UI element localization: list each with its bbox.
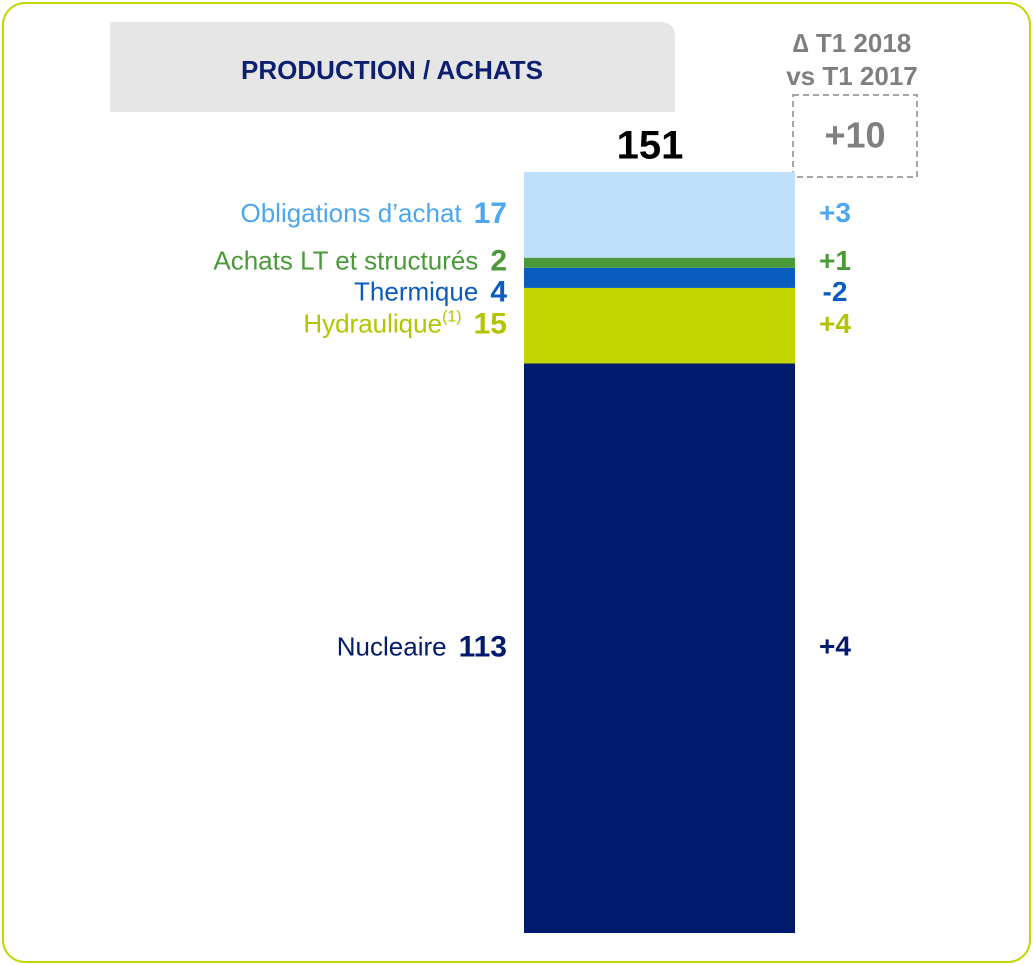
segment-label: Achats LT et structurés 2 [213,245,507,278]
segment-name: Nucleaire [337,631,447,661]
delta-title: vs T1 2017 [786,61,918,91]
segment-delta: +4 [819,631,851,662]
segment-value: 113 [459,630,507,663]
segment-name: Thermique [354,277,478,307]
bar-segment [524,287,795,364]
segment-delta: +1 [819,245,851,276]
segment-delta: +4 [819,308,851,339]
segment-name: Obligations d’achat [240,198,462,228]
segment-value: 15 [474,308,507,341]
segment-name: Hydraulique [303,309,442,339]
note-mark: (1) [442,309,462,326]
bar-segment [524,267,795,288]
segment-label: Obligations d’achat 17 [240,197,507,230]
segment-delta: -2 [823,276,848,307]
total-delta: +10 [824,115,885,156]
chart-title: PRODUCTION / ACHATS [241,55,543,85]
segment-value: 2 [490,245,507,278]
delta-box [792,94,918,178]
bar-segment [524,363,795,933]
segment-label: Thermique 4 [354,276,507,309]
segment-label: Nucleaire 113 [337,630,507,663]
title-box [110,22,675,112]
segment-value: 4 [490,276,507,309]
segment-label: Hydraulique(1) 15 [303,308,507,341]
segment-name: Achats LT et structurés [213,246,478,276]
delta-title: ∆ T1 2018 [793,28,912,58]
segment-delta: +3 [819,197,851,228]
segment-value: 17 [474,197,507,230]
total: 151 [617,124,684,168]
bar-segment [524,257,795,268]
bar-segment [524,172,795,258]
